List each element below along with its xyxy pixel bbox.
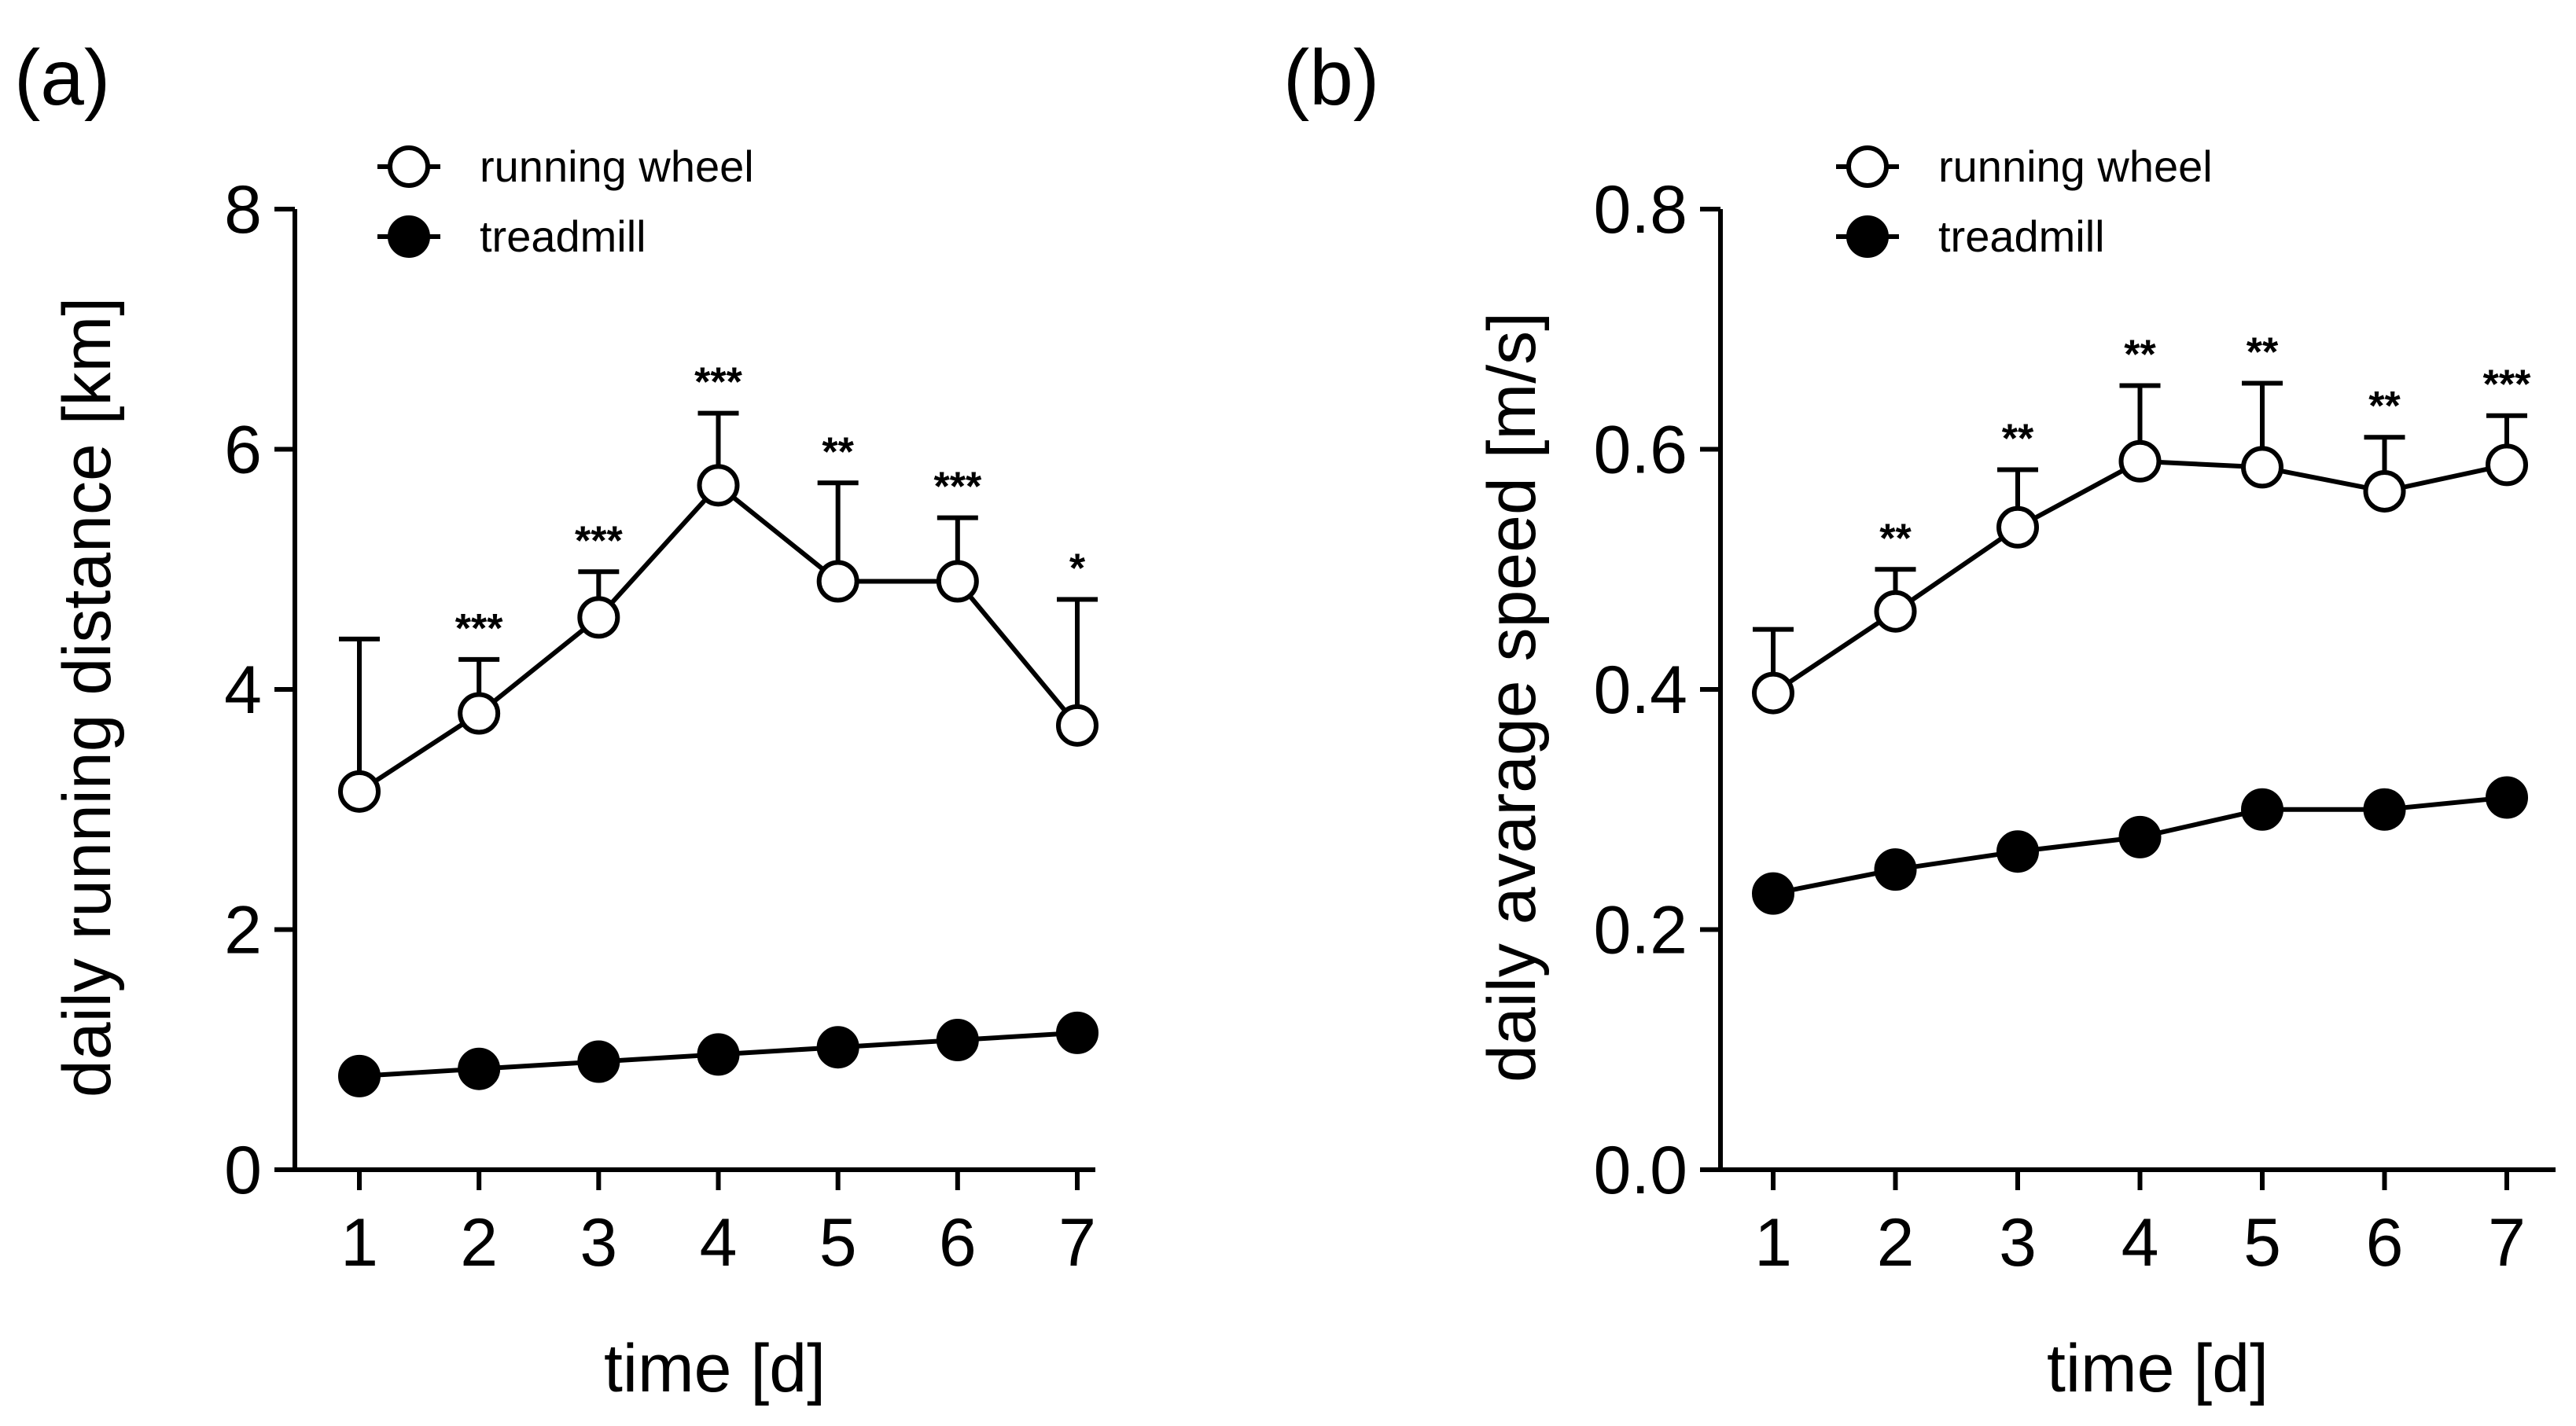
significance-label: *** (455, 606, 503, 652)
x-tick-label: 3 (1999, 1205, 2037, 1281)
running-wheel-point (936, 560, 979, 603)
x-tick-label: 4 (700, 1205, 738, 1281)
running-wheel-point (2486, 443, 2528, 487)
x-tick-label: 7 (1058, 1205, 1096, 1281)
x-tick-label: 6 (2366, 1205, 2404, 1281)
x-tick-label: 6 (939, 1205, 977, 1281)
running-wheel-point (2363, 469, 2406, 513)
x-tick-label: 4 (2122, 1205, 2159, 1281)
legend-label: running wheel (1938, 141, 2213, 191)
legend-marker (1846, 145, 1889, 188)
treadmill-point (816, 1026, 859, 1069)
running-wheel-point (577, 596, 620, 639)
treadmill-point (1752, 872, 1794, 915)
significance-label: ** (2368, 384, 2401, 429)
legend-label: treadmill (480, 211, 646, 261)
treadmill-point (2118, 815, 2162, 858)
y-axis-label: daily running distance [km] (50, 297, 125, 1097)
treadmill-point (1056, 1011, 1098, 1054)
x-tick-label: 2 (1877, 1205, 1915, 1281)
panel-b: (b) 0.0 0.2 0.4 0.6 0.8 1 2 3 4 5 6 7 time [d] daily a… (1283, 34, 2556, 1406)
x-tick-label: 5 (2243, 1205, 2281, 1281)
treadmill-point (2363, 788, 2406, 831)
y-tick-label: 0 (224, 1133, 262, 1208)
x-axis-label: time [d] (604, 1331, 826, 1406)
running-wheel-point (1752, 671, 1794, 715)
significance-label: *** (575, 518, 623, 564)
treadmill-point (577, 1040, 620, 1083)
running-wheel-point (697, 464, 740, 507)
x-tick-label: 5 (819, 1205, 857, 1281)
y-axis-label: daily avarage speed [m/s] (1474, 312, 1550, 1082)
treadmill-point (936, 1019, 979, 1062)
significance-label: ** (2247, 329, 2279, 375)
y-tick-label: 6 (224, 413, 262, 488)
y-tick-label: 0.0 (1593, 1133, 1687, 1208)
x-tick-label: 1 (1754, 1205, 1792, 1281)
panel-letter: (a) (14, 34, 110, 122)
x-tick-label: 3 (580, 1205, 617, 1281)
x-axis-label: time [d] (2047, 1331, 2269, 1406)
x-tick-label: 7 (2488, 1205, 2526, 1281)
significance-label: * (1069, 546, 1086, 591)
running-wheel-point (2241, 446, 2283, 489)
significance-label: ** (2124, 333, 2156, 378)
running-wheel-point (816, 560, 859, 603)
legend-marker (1846, 215, 1889, 258)
legend-label: running wheel (480, 141, 754, 191)
y-tick-label: 0.2 (1593, 893, 1687, 968)
y-tick-label: 2 (224, 893, 262, 968)
significance-label: ** (2002, 416, 2034, 461)
legend-label: treadmill (1938, 211, 2105, 261)
treadmill-point (1874, 848, 1917, 891)
y-tick-label: 4 (224, 652, 262, 728)
y-tick-label: 0.4 (1593, 652, 1687, 728)
treadmill-point (1996, 830, 2039, 873)
significance-label: *** (2483, 362, 2531, 408)
legend-marker (388, 145, 430, 188)
x-tick-label: 1 (340, 1205, 378, 1281)
significance-label: *** (933, 465, 981, 510)
x-tick-label: 2 (460, 1205, 498, 1281)
running-wheel-point (338, 770, 381, 813)
treadmill-point (2241, 788, 2283, 831)
running-wheel-point (458, 692, 501, 735)
running-wheel-point (2118, 439, 2162, 483)
treadmill-point (338, 1054, 381, 1097)
y-tick-label: 0.8 (1593, 172, 1687, 248)
treadmill-point (697, 1033, 740, 1076)
significance-label: *** (694, 360, 742, 406)
panel-letter: (b) (1283, 34, 1379, 122)
y-tick-label: 0.6 (1593, 413, 1687, 488)
treadmill-point (458, 1047, 501, 1090)
legend-marker (388, 215, 430, 258)
running-wheel-point (1056, 704, 1098, 747)
treadmill-point (2486, 776, 2528, 819)
y-tick-label: 8 (224, 172, 262, 248)
running-wheel-point (1996, 505, 2039, 549)
significance-label: ** (1879, 516, 1912, 561)
panel-a: (a) 0 2 4 6 8 1 2 3 4 5 6 7 time [d] daily running dis… (14, 34, 1098, 1406)
running-wheel-point (1874, 590, 1917, 633)
significance-label: ** (822, 429, 854, 475)
